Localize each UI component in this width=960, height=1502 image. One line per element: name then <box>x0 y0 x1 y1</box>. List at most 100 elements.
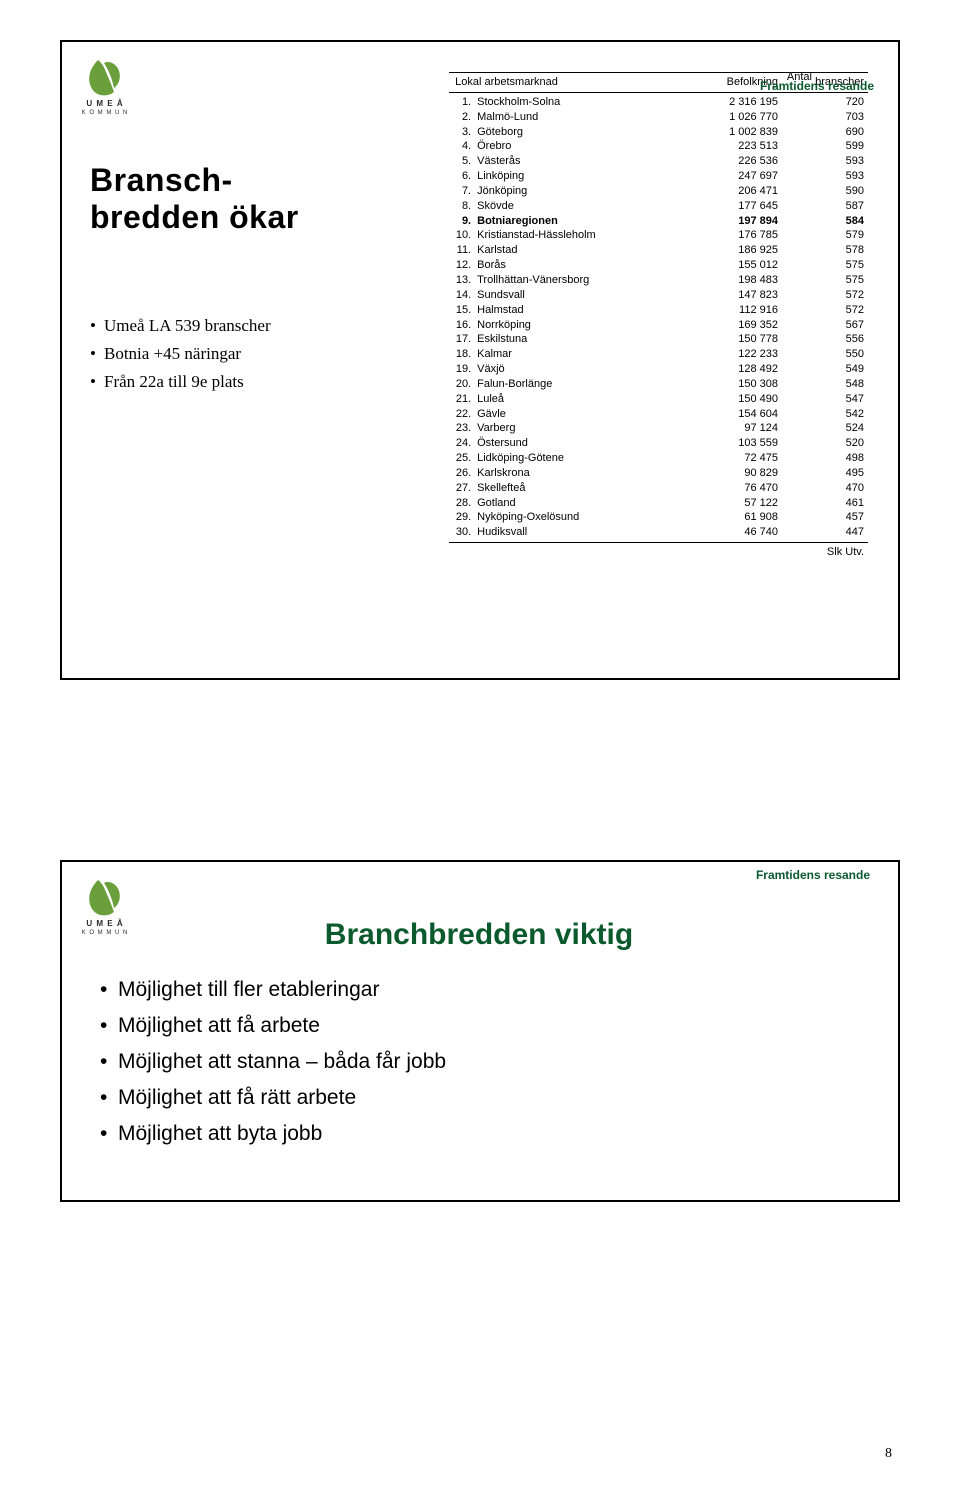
cell-branches: 520 <box>778 436 868 451</box>
svg-text:U M E Å: U M E Å <box>86 99 123 108</box>
cell-rank: 22. <box>449 407 473 422</box>
table-row: 15.Halmstad112 916572 <box>449 303 868 318</box>
cell-branches: 578 <box>778 243 868 258</box>
table-row: 27.Skellefteå76 470470 <box>449 481 868 496</box>
cell-population: 150 490 <box>678 392 778 407</box>
cell-population: 57 122 <box>678 496 778 511</box>
slide1-bullets: Umeå LA 539 branscherBotnia +45 näringar… <box>90 316 419 392</box>
cell-population: 176 785 <box>678 228 778 243</box>
cell-population: 206 471 <box>678 184 778 199</box>
cell-rank: 21. <box>449 392 473 407</box>
cell-population: 223 513 <box>678 139 778 154</box>
cell-rank: 28. <box>449 496 473 511</box>
umea-kommun-logo: U M E Å K O M M U N <box>76 874 134 934</box>
cell-population: 46 740 <box>678 525 778 540</box>
cell-branches: 572 <box>778 303 868 318</box>
cell-branches: 572 <box>778 288 868 303</box>
cell-rank: 3. <box>449 125 473 140</box>
cell-name: Hudiksvall <box>473 525 678 540</box>
cell-rank: 14. <box>449 288 473 303</box>
cell-branches: 556 <box>778 332 868 347</box>
th-market: Lokal arbetsmarknad <box>449 75 678 90</box>
cell-branches: 495 <box>778 466 868 481</box>
list-item: Från 22a till 9e plats <box>90 372 419 392</box>
cell-rank: 12. <box>449 258 473 273</box>
cell-branches: 461 <box>778 496 868 511</box>
list-item: Möjlighet att byta jobb <box>100 1122 868 1146</box>
table-row: 14.Sundsvall147 823572 <box>449 288 868 303</box>
cell-branches: 447 <box>778 525 868 540</box>
list-item: Möjlighet att stanna – båda får jobb <box>100 1050 868 1074</box>
cell-name: Gävle <box>473 407 678 422</box>
slide1-title: Bransch- bredden ökar <box>90 162 419 236</box>
table-row: 21.Luleå150 490547 <box>449 392 868 407</box>
cell-population: 177 645 <box>678 199 778 214</box>
cell-rank: 9. <box>449 214 473 229</box>
table-row: 17.Eskilstuna150 778556 <box>449 332 868 347</box>
cell-rank: 4. <box>449 139 473 154</box>
table-row: 26.Karlskrona90 829495 <box>449 466 868 481</box>
table-footer: Slk Utv. <box>449 543 868 560</box>
cell-branches: 579 <box>778 228 868 243</box>
cell-branches: 584 <box>778 214 868 229</box>
list-item: Umeå LA 539 branscher <box>90 316 419 336</box>
cell-name: Luleå <box>473 392 678 407</box>
slide2-title: Branchbredden viktig <box>90 918 868 952</box>
cell-rank: 20. <box>449 377 473 392</box>
cell-rank: 30. <box>449 525 473 540</box>
table-row: 25.Lidköping-Götene72 475498 <box>449 451 868 466</box>
brand-header-2: Framtidens resande <box>756 868 870 882</box>
cell-population: 112 916 <box>678 303 778 318</box>
cell-branches: 548 <box>778 377 868 392</box>
cell-name: Jönköping <box>473 184 678 199</box>
cell-rank: 1. <box>449 95 473 110</box>
cell-branches: 587 <box>778 199 868 214</box>
table-row: 23.Varberg97 124524 <box>449 421 868 436</box>
cell-rank: 23. <box>449 421 473 436</box>
cell-name: Växjö <box>473 362 678 377</box>
cell-population: 150 308 <box>678 377 778 392</box>
list-item: Möjlighet till fler etableringar <box>100 978 868 1002</box>
table-row: 7.Jönköping206 471590 <box>449 184 868 199</box>
cell-population: 97 124 <box>678 421 778 436</box>
cell-name: Eskilstuna <box>473 332 678 347</box>
table-row: 12.Borås155 012575 <box>449 258 868 273</box>
cell-population: 1 002 839 <box>678 125 778 140</box>
cell-rank: 24. <box>449 436 473 451</box>
table-row: 11.Karlstad186 925578 <box>449 243 868 258</box>
list-item: Möjlighet att få rätt arbete <box>100 1086 868 1110</box>
cell-population: 128 492 <box>678 362 778 377</box>
cell-branches: 550 <box>778 347 868 362</box>
cell-rank: 10. <box>449 228 473 243</box>
cell-population: 186 925 <box>678 243 778 258</box>
cell-rank: 7. <box>449 184 473 199</box>
table-row: 29.Nyköping-Oxelösund61 908457 <box>449 510 868 525</box>
table-row: 2.Malmö-Lund1 026 770703 <box>449 110 868 125</box>
cell-branches: 575 <box>778 258 868 273</box>
cell-rank: 8. <box>449 199 473 214</box>
cell-name: Kristianstad-Hässleholm <box>473 228 678 243</box>
cell-branches: 547 <box>778 392 868 407</box>
cell-rank: 19. <box>449 362 473 377</box>
cell-name: Göteborg <box>473 125 678 140</box>
table-row: 1.Stockholm-Solna2 316 195720 <box>449 95 868 110</box>
cell-rank: 6. <box>449 169 473 184</box>
cell-name: Karlskrona <box>473 466 678 481</box>
cell-population: 147 823 <box>678 288 778 303</box>
cell-branches: 567 <box>778 318 868 333</box>
cell-branches: 720 <box>778 95 868 110</box>
cell-name: Nyköping-Oxelösund <box>473 510 678 525</box>
cell-population: 122 233 <box>678 347 778 362</box>
cell-population: 169 352 <box>678 318 778 333</box>
cell-branches: 593 <box>778 154 868 169</box>
cell-name: Varberg <box>473 421 678 436</box>
cell-branches: 549 <box>778 362 868 377</box>
industry-table: Antal Framtidens resande Lokal arbetsmar… <box>449 72 868 560</box>
table-row: 8.Skövde177 645587 <box>449 199 868 214</box>
cell-name: Stockholm-Solna <box>473 95 678 110</box>
cell-rank: 27. <box>449 481 473 496</box>
slide-1: U M E Å K O M M U N Bransch- bredden öka… <box>60 40 900 680</box>
cell-name: Skellefteå <box>473 481 678 496</box>
cell-branches: 524 <box>778 421 868 436</box>
cell-name: Falun-Borlänge <box>473 377 678 392</box>
